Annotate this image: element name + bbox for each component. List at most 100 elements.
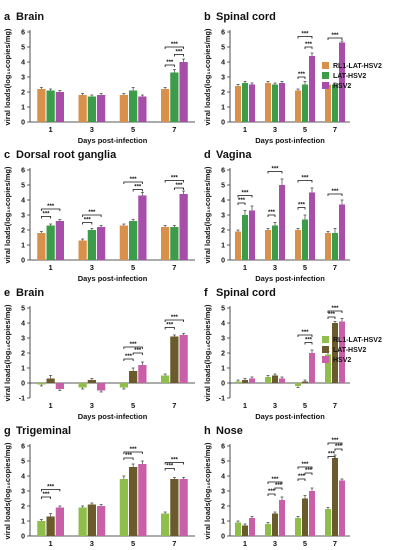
significance-label: *** (125, 354, 133, 360)
significance-bracket (173, 54, 185, 57)
bar (235, 522, 241, 536)
y-axis-label: viral loads(log₁₀copies/mg) (3, 166, 12, 263)
x-axis-label: Days post-infection (255, 274, 325, 283)
significance-label: *** (42, 212, 50, 218)
bar (87, 380, 96, 383)
significance-bracket (297, 76, 306, 79)
bar (309, 56, 315, 122)
panel-title: Spinal cord (216, 11, 276, 23)
bar (325, 233, 331, 260)
bar (272, 225, 278, 260)
bar (129, 371, 138, 383)
significance-label: *** (166, 60, 174, 66)
legend-swatch (322, 62, 329, 69)
significance-bracket (173, 187, 185, 190)
significance-bracket (164, 46, 185, 49)
x-tick-label: 5 (131, 263, 135, 272)
x-tick-label: 7 (333, 263, 337, 272)
bar (46, 378, 55, 383)
y-tick-label: 1 (221, 105, 225, 112)
bar (138, 365, 147, 383)
panel-title: Dorsal root ganglia (16, 149, 117, 161)
bar (249, 84, 255, 122)
y-tick-label: 4 (21, 60, 25, 67)
significance-bracket (123, 451, 143, 454)
panel-letter: e (4, 287, 10, 299)
bar (339, 480, 345, 536)
x-tick-label: 7 (333, 539, 337, 548)
y-tick-label: 6 (21, 444, 25, 451)
legend-swatch (322, 346, 329, 353)
y-tick-label: 5 (221, 45, 225, 52)
y-tick-label: 0 (221, 258, 225, 265)
y-axis-label: viral loads(log₁₀copies/mg) (203, 28, 212, 125)
legend-label: RL1-LAT-HSV2 (333, 337, 382, 344)
significance-label: *** (84, 218, 92, 224)
x-tick-label: 5 (303, 539, 307, 548)
y-tick-label: 5 (221, 459, 225, 466)
legend-swatch (322, 72, 329, 79)
x-tick-label: 5 (303, 125, 307, 134)
significance-label: *** (130, 447, 138, 453)
significance-bracket (267, 214, 276, 217)
significance-bracket (40, 496, 52, 499)
y-tick-label: 1 (21, 105, 25, 112)
y-tick-label: 6 (21, 30, 25, 37)
significance-bracket (304, 46, 313, 49)
x-axis-label: Days post-infection (255, 412, 325, 421)
bar (161, 513, 170, 536)
y-tick-label: 5 (221, 183, 225, 190)
y-axis-label: viral loads(log₁₀copies/mg) (3, 304, 12, 401)
x-tick-label: 3 (90, 125, 94, 134)
significance-bracket (237, 195, 253, 198)
bar (272, 513, 278, 536)
x-tick-label: 1 (243, 401, 247, 410)
significance-bracket (40, 208, 61, 211)
legend-label: HSV2 (333, 83, 351, 90)
x-tick-label: 1 (243, 125, 247, 134)
x-tick-label: 3 (273, 539, 277, 548)
x-tick-label: 1 (243, 263, 247, 272)
panel-e: e Brain viral loads(log₁₀copies/mg) -1 0 1 2 3 4… (3, 287, 195, 421)
bar (309, 353, 315, 383)
significance-label: *** (175, 50, 183, 56)
bar (78, 507, 87, 536)
bar (170, 336, 179, 383)
bar (339, 321, 345, 383)
panel-letter: h (204, 425, 211, 437)
bar (339, 204, 345, 260)
y-tick-label: 6 (21, 168, 25, 175)
bar (295, 230, 301, 260)
bar (179, 194, 188, 260)
x-tick-label: 1 (49, 125, 53, 134)
bar (129, 467, 138, 536)
y-axis-label: viral loads(log₁₀copies/mg) (203, 166, 212, 263)
significance-bracket (123, 358, 134, 361)
x-tick-label: 7 (333, 125, 337, 134)
significance-label: *** (88, 210, 96, 216)
significance-bracket (327, 193, 343, 196)
x-tick-label: 1 (49, 539, 53, 548)
significance-bracket (297, 334, 313, 337)
significance-label: *** (275, 483, 283, 489)
bar (265, 83, 271, 122)
bar (279, 378, 285, 383)
panel-letter: c (4, 149, 10, 161)
bar (97, 383, 106, 391)
bar (138, 96, 147, 122)
y-tick-label: 0 (221, 120, 225, 127)
bar (325, 354, 331, 383)
y-tick-label: 4 (221, 60, 225, 67)
bar (46, 90, 55, 122)
panel-title: Brain (16, 11, 44, 23)
x-tick-label: 3 (273, 263, 277, 272)
significance-bracket (304, 342, 313, 345)
legend-label: HSV2 (333, 357, 351, 364)
y-tick-label: 3 (21, 336, 25, 343)
x-tick-label: 1 (49, 263, 53, 272)
significance-bracket (123, 181, 143, 184)
y-tick-label: 4 (21, 474, 25, 481)
bar (279, 185, 285, 260)
y-tick-label: 0 (21, 258, 25, 265)
bar (242, 525, 248, 536)
